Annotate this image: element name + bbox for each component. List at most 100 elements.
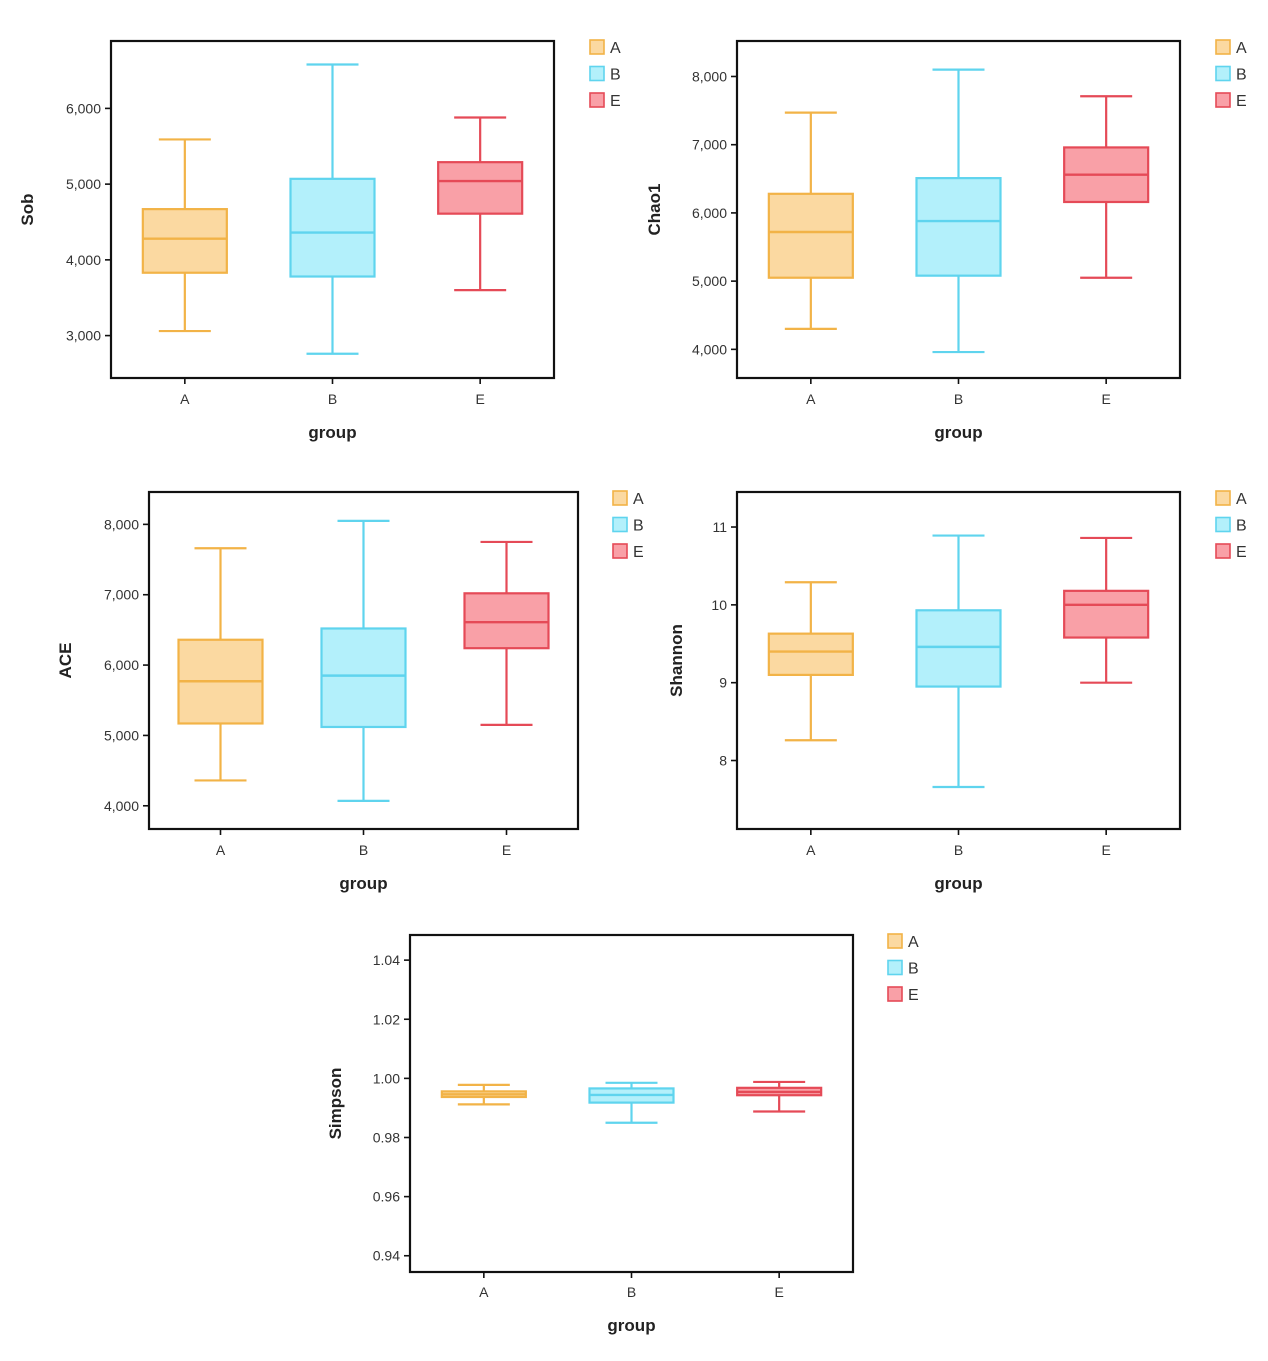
y-tick-label: 3,000: [66, 328, 101, 344]
legend-swatch-a: [1215, 39, 1231, 55]
box-e: [1063, 536, 1150, 684]
x-axis-title: group: [308, 423, 356, 442]
box-a: [440, 1083, 527, 1106]
legend: ABE: [1215, 490, 1247, 561]
x-tick-label: B: [954, 842, 963, 858]
legend-swatch-b: [1215, 516, 1231, 533]
y-tick-label: 7,000: [692, 137, 727, 153]
y-tick-label: 4,000: [692, 341, 727, 357]
box-b: [915, 68, 1002, 354]
x-axis-title: group: [607, 1316, 655, 1335]
x-tick-label: A: [479, 1284, 489, 1300]
x-tick-label: B: [359, 842, 368, 858]
legend: ABE: [589, 39, 621, 110]
legend-swatch-e: [589, 92, 605, 108]
box-a: [767, 581, 854, 742]
box-a: [141, 138, 228, 333]
box-e: [1063, 95, 1150, 279]
x-tick-label: E: [774, 1284, 783, 1300]
box-e: [437, 116, 524, 292]
legend-swatch-e: [887, 986, 903, 1002]
legend-label-e: E: [1236, 93, 1247, 110]
x-tick-label: B: [627, 1284, 636, 1300]
legend-label-e: E: [610, 93, 621, 110]
legend: ABE: [612, 490, 644, 561]
x-tick-label: A: [180, 391, 190, 407]
y-tick-label: 1.02: [373, 1011, 400, 1027]
y-tick-label: 0.96: [373, 1189, 400, 1205]
box-iqr: [463, 592, 550, 650]
legend: ABE: [1215, 39, 1247, 110]
y-tick-label: 5,000: [66, 176, 101, 192]
y-tick-label: 6,000: [66, 100, 101, 116]
box-b: [289, 63, 376, 355]
legend-swatch-b: [589, 65, 605, 82]
y-tick-label: 1.00: [373, 1070, 400, 1086]
box-e: [736, 1080, 823, 1113]
y-tick-label: 6,000: [692, 205, 727, 221]
x-tick-label: A: [216, 842, 226, 858]
box-b: [320, 519, 407, 802]
x-tick-label: A: [806, 842, 816, 858]
legend-swatch-a: [589, 39, 605, 55]
x-axis-title: group: [934, 423, 982, 442]
legend-label-a: A: [1236, 40, 1247, 57]
y-axis-title: ACE: [56, 643, 75, 679]
legend-swatch-a: [1215, 490, 1231, 506]
legend-label-b: B: [610, 67, 621, 84]
legend-label-b: B: [633, 518, 644, 535]
x-tick-label: E: [1101, 391, 1110, 407]
legend-swatch-b: [612, 516, 628, 533]
box-iqr: [437, 161, 524, 215]
y-tick-label: 8,000: [104, 516, 139, 532]
y-axis-title: Chao1: [645, 184, 664, 236]
x-tick-label: E: [1101, 842, 1110, 858]
y-axis-title: Simpson: [326, 1068, 345, 1140]
y-tick-label: 0.98: [373, 1129, 400, 1145]
legend-swatch-a: [887, 933, 903, 949]
box-e: [463, 540, 550, 726]
legend-label-e: E: [633, 544, 644, 561]
box-iqr: [1063, 589, 1150, 639]
y-tick-label: 9: [719, 675, 727, 691]
legend-label-a: A: [610, 40, 621, 57]
box-a: [767, 111, 854, 330]
legend-swatch-a: [612, 490, 628, 506]
x-tick-label: E: [475, 391, 484, 407]
legend-swatch-e: [612, 543, 628, 559]
x-tick-label: E: [502, 842, 511, 858]
legend-label-a: A: [908, 934, 919, 951]
legend-label-e: E: [908, 987, 919, 1004]
y-tick-label: 8,000: [692, 68, 727, 84]
legend-swatch-e: [1215, 543, 1231, 559]
y-tick-label: 10: [711, 597, 727, 613]
x-tick-label: B: [954, 391, 963, 407]
box-b: [915, 534, 1002, 789]
legend-swatch-e: [1215, 92, 1231, 108]
y-tick-label: 4,000: [66, 252, 101, 268]
x-tick-label: A: [806, 391, 816, 407]
legend-label-b: B: [1236, 67, 1247, 84]
box-iqr: [767, 632, 854, 676]
x-axis-title: group: [934, 874, 982, 893]
y-tick-label: 5,000: [692, 273, 727, 289]
y-axis-title: Sob: [18, 193, 37, 225]
y-tick-label: 5,000: [104, 727, 139, 743]
legend-label-a: A: [633, 491, 644, 508]
legend: ABE: [887, 933, 919, 1004]
y-tick-label: 4,000: [104, 798, 139, 814]
legend-label-b: B: [908, 961, 919, 978]
y-tick-label: 0.94: [373, 1248, 400, 1264]
box-iqr: [289, 177, 376, 278]
box-a: [177, 547, 264, 782]
legend-swatch-b: [1215, 65, 1231, 82]
box-iqr: [915, 177, 1002, 277]
y-tick-label: 7,000: [104, 587, 139, 603]
legend-swatch-b: [887, 959, 903, 976]
box-iqr: [141, 208, 228, 274]
